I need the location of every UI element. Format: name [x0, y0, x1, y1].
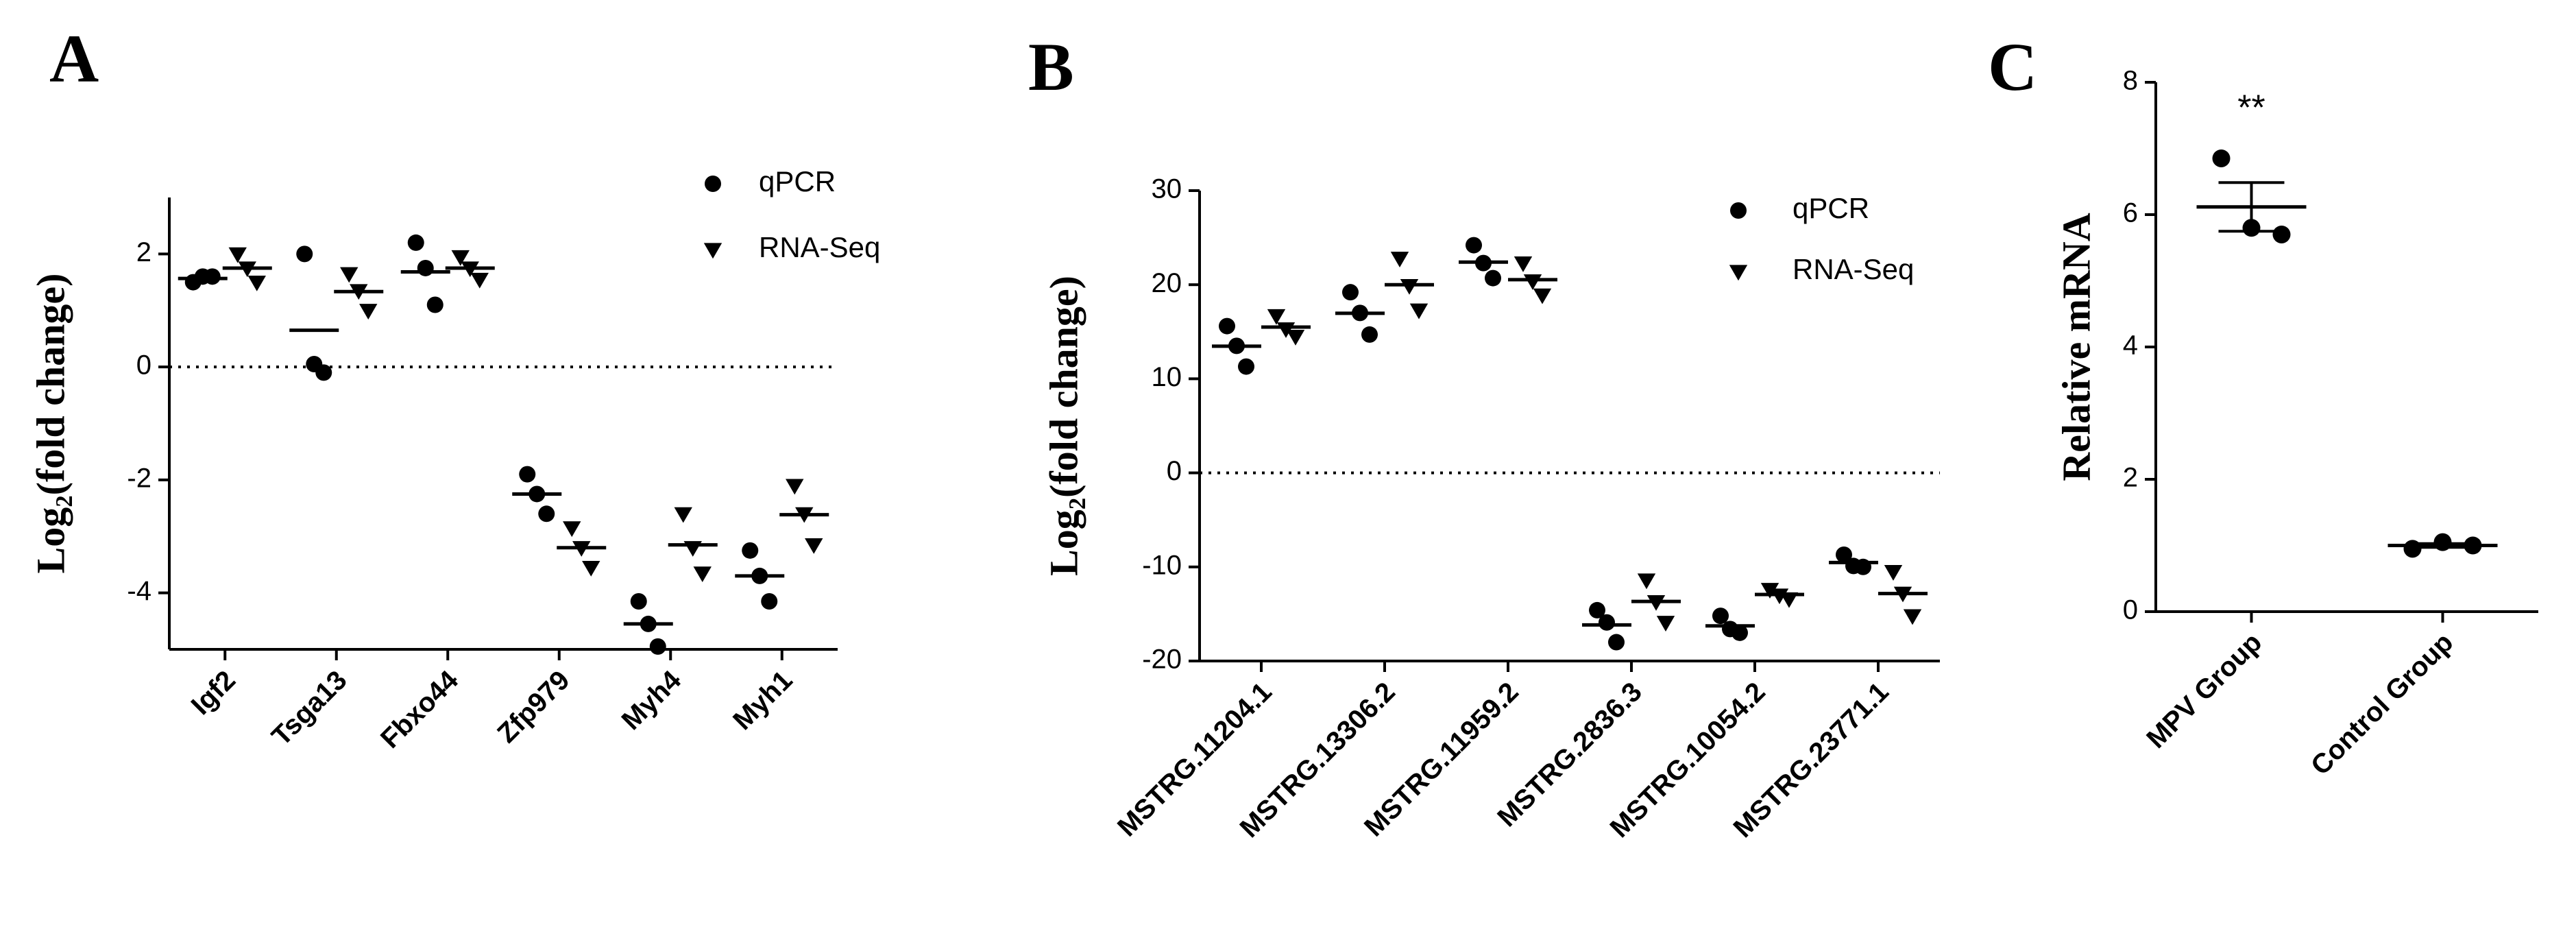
data-point [630, 592, 647, 610]
data-point [761, 592, 778, 610]
legend-marker [703, 243, 722, 259]
panel-label: C [1988, 29, 2037, 105]
y-axis-label: Log₂(fold change) [1041, 276, 1086, 576]
data-point [1599, 614, 1615, 631]
data-point [786, 479, 804, 495]
data-point [426, 296, 443, 313]
legend-label: RNA-Seq [759, 231, 880, 263]
data-point [742, 542, 759, 559]
legend-label: qPCR [759, 165, 836, 197]
annotation: ** [2237, 88, 2265, 128]
data-point [470, 272, 489, 289]
data-point [1637, 573, 1656, 590]
y-axis-label: Relative mRNA [2054, 213, 2098, 481]
data-point [1836, 546, 1852, 563]
data-point [1286, 330, 1305, 346]
legend-label: qPCR [1793, 192, 1869, 224]
panel-label: A [49, 21, 99, 97]
data-point [407, 234, 424, 251]
data-point [1342, 284, 1359, 301]
y-tick-label: -4 [127, 576, 151, 606]
data-point [1267, 309, 1286, 325]
data-point [1731, 624, 1748, 641]
data-point [296, 245, 313, 263]
y-tick-label: 0 [136, 350, 151, 381]
y-tick-label: 2 [136, 237, 151, 267]
error-bar [2218, 181, 2285, 233]
legend-marker [1730, 202, 1747, 219]
data-point [247, 275, 266, 291]
y-tick-label: 8 [2123, 66, 2138, 96]
y-tick-label: 6 [2123, 198, 2138, 228]
data-point [315, 364, 332, 381]
y-tick-label: 0 [2123, 595, 2138, 625]
data-point [1390, 252, 1409, 267]
data-point [1884, 565, 1903, 581]
y-tick-label: -2 [127, 463, 151, 493]
data-point [1361, 326, 1378, 343]
y-tick-label: -20 [1142, 645, 1182, 675]
data-point [417, 259, 434, 276]
y-tick-label: 2 [2123, 463, 2138, 493]
y-axis-label: Log₂(fold change) [28, 274, 73, 574]
data-point [674, 507, 692, 523]
data-point [1712, 608, 1729, 625]
data-point [519, 466, 536, 483]
panel-label: B [1028, 29, 1074, 105]
legend-marker [705, 176, 721, 192]
data-point [1779, 592, 1799, 608]
data-point [649, 638, 666, 655]
data-point [340, 267, 359, 283]
legend-label: RNA-Seq [1793, 253, 1914, 285]
y-tick-label: 4 [2123, 331, 2138, 361]
data-point [1903, 609, 1922, 625]
data-point [582, 560, 600, 577]
data-point [1466, 237, 1482, 254]
data-point [1409, 303, 1429, 320]
data-point [1485, 269, 1501, 287]
data-point [204, 268, 221, 285]
data-point [1219, 317, 1235, 335]
data-point [1238, 358, 1254, 375]
data-point [1589, 601, 1605, 618]
data-point [451, 250, 470, 266]
data-point [538, 505, 555, 522]
y-tick-label: 10 [1152, 362, 1182, 392]
data-point [2272, 225, 2291, 243]
y-tick-label: 0 [1167, 456, 1182, 486]
legend-marker [1729, 265, 1748, 281]
error-bar [2409, 542, 2476, 549]
data-point [2212, 149, 2231, 167]
data-point [228, 247, 247, 263]
data-point [359, 304, 378, 320]
data-point [1608, 634, 1625, 651]
y-tick-label: 20 [1152, 268, 1182, 298]
data-point [1656, 616, 1675, 632]
data-point [805, 538, 823, 554]
data-point [1514, 256, 1533, 272]
data-point [1400, 278, 1419, 295]
y-tick-label: 30 [1152, 174, 1182, 204]
data-point [1760, 583, 1779, 599]
data-point [563, 521, 581, 538]
data-point [1533, 288, 1552, 304]
y-tick-label: -10 [1142, 550, 1182, 580]
data-point [693, 566, 712, 582]
